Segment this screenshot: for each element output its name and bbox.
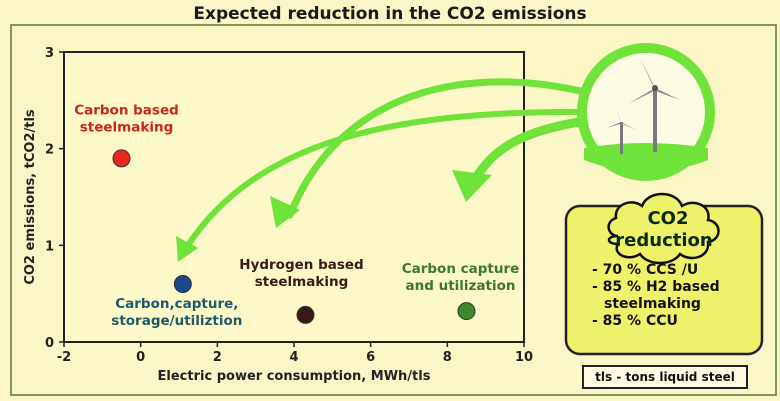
y-tick-label: 0 — [45, 336, 54, 351]
x-tick-label: 10 — [515, 350, 533, 365]
reduction-title-line2: reduction — [615, 230, 712, 251]
x-tick-label: 2 — [213, 350, 222, 365]
point-label: Carbon based — [74, 102, 179, 118]
footnote-box: tls - tons liquid steel — [582, 365, 748, 389]
arrow-head-ccs — [176, 236, 198, 262]
x-tick-label: 0 — [136, 350, 145, 365]
x-tick-label: 4 — [289, 350, 298, 365]
arrows-layer — [176, 78, 604, 262]
y-tick-label: 1 — [45, 239, 54, 254]
reduction-item: - 70 % CCS /U — [592, 262, 699, 278]
y-tick-label: 3 — [45, 46, 54, 61]
reduction-title-line1: CO2 — [647, 208, 688, 229]
arrow-to-hydrogen — [286, 78, 604, 219]
points-layer: Carbon basedsteelmakingCarbon,capture,st… — [74, 102, 519, 329]
point-label: storage/utiliztion — [111, 313, 242, 329]
y-axis-label: CO2 emissions, tCO2/tls — [23, 109, 38, 285]
wind-turbine-icon — [577, 43, 715, 181]
arrow-head-hydrogen — [270, 196, 300, 228]
x-tick-label: 8 — [443, 350, 452, 365]
plot-area — [63, 51, 525, 343]
reduction-item: steelmaking — [604, 296, 701, 312]
point-label: steelmaking — [255, 274, 349, 290]
point-label: Carbon capture — [402, 261, 520, 277]
data-point — [173, 275, 192, 293]
outer-frame — [10, 24, 777, 396]
reduction-item: - 85 % H2 based — [592, 279, 720, 295]
y-tick-label: 2 — [45, 143, 54, 158]
point-label: Hydrogen based — [239, 257, 363, 273]
reduction-list: - 70 % CCS /U - 85 % H2 based steelmakin… — [592, 262, 752, 330]
point-label: and utilization — [406, 278, 516, 294]
x-axis-label: Electric power consumption, MWh/tls — [158, 369, 431, 384]
figure-title: Expected reduction in the CO2 emissions — [193, 4, 587, 24]
arrow-head-ccu — [452, 170, 492, 202]
cloud-icon — [607, 192, 720, 265]
data-point — [296, 305, 315, 324]
x-tick-label: -2 — [57, 350, 71, 365]
point-label: Carbon,capture, — [115, 296, 238, 312]
data-point — [112, 149, 131, 168]
x-tick-label: 6 — [366, 350, 375, 365]
point-label: steelmaking — [80, 119, 174, 135]
reduction-item: - 85 % CCU — [592, 313, 678, 329]
data-point — [457, 302, 476, 321]
arrow-to-ccs — [182, 108, 603, 253]
